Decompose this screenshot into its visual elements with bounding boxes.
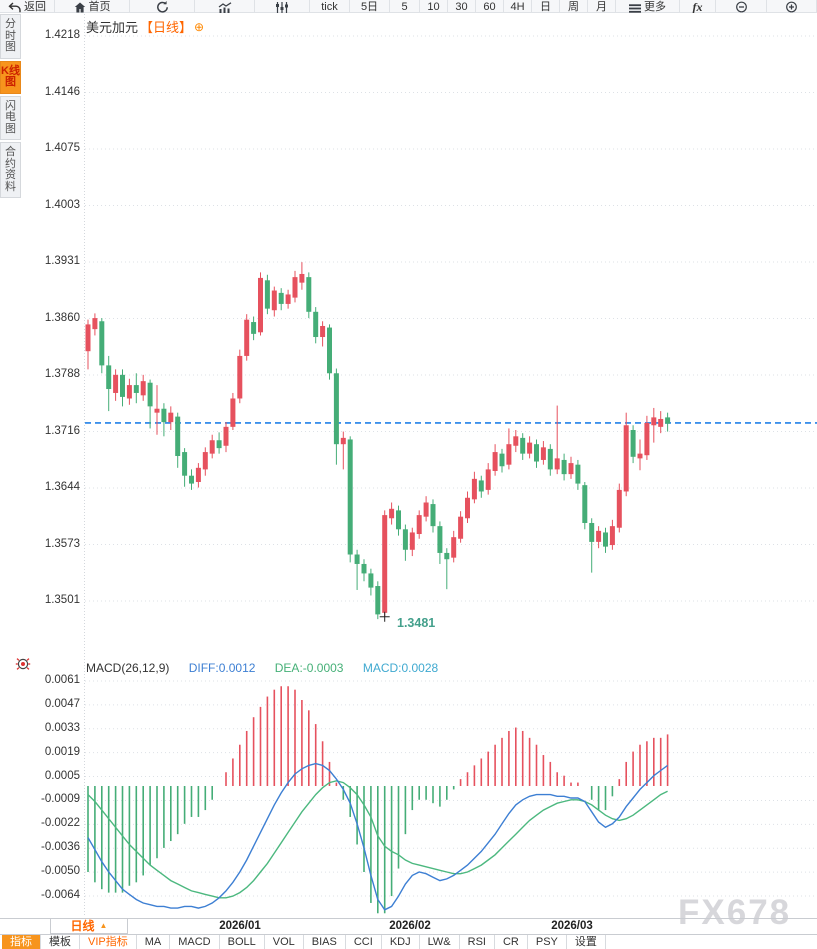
macd-axis-label: 0.0005: [44, 769, 80, 782]
bottom-indicator-tabbar: 指标 模板 VIP指标 MA MACD BOLL VOL BIAS CCI KDJ LW& RSI CR…: [0, 934, 817, 949]
bar-chart-type-button[interactable]: [195, 0, 255, 13]
macd-dea-value: DEA:-0.0003: [274, 661, 344, 675]
price-axis-label: 1.3573: [44, 537, 80, 550]
period-day-button[interactable]: 日: [532, 0, 560, 13]
period-selector[interactable]: 日线 ▲: [50, 918, 128, 934]
tab-kline-chart[interactable]: K线图: [0, 60, 21, 94]
price-axis-label: 1.3860: [44, 311, 80, 324]
bottom-tab-kdj[interactable]: KDJ: [382, 935, 420, 949]
price-axis-label: 1.4146: [44, 85, 80, 98]
x-axis-label: 2026/02: [389, 920, 431, 932]
candle-chart-type-button[interactable]: [255, 0, 310, 13]
bottom-tab-template[interactable]: 模板: [41, 935, 80, 949]
bottom-tab-psy[interactable]: PSY: [528, 935, 567, 949]
bottom-tab-bias[interactable]: BIAS: [304, 935, 346, 949]
price-axis-label: 1.4003: [44, 198, 80, 211]
chart-title: 美元加元 【日线】 ⊕: [86, 17, 204, 36]
period-10-button[interactable]: 10: [420, 0, 448, 13]
bottom-tab-vip-indicator[interactable]: VIP指标: [80, 935, 137, 949]
indicator-fx-button[interactable]: fx: [680, 0, 716, 13]
tab-time-chart[interactable]: 分时图: [0, 14, 21, 59]
top-toolbar: 返回 首页 tick 5日 5 10 30 60 4H 日周月更多 fx: [0, 0, 817, 13]
macd-axis-label: 0.0019: [44, 745, 80, 758]
period-60-button[interactable]: 60: [476, 0, 504, 13]
zoom-out-icon: [735, 1, 748, 13]
macd-axis-label: -0.0036: [40, 841, 80, 854]
price-axis-label: 1.4075: [44, 142, 80, 154]
period-4h-button[interactable]: 4H: [504, 0, 532, 13]
chart-type-sidebar: 分时图 K线图 闪电图 合约资料: [0, 14, 23, 200]
macd-params[interactable]: MACD(26,12,9): [86, 661, 170, 675]
bottom-tab-ma[interactable]: MA: [137, 935, 171, 949]
period-30-button[interactable]: 30: [448, 0, 476, 13]
price-axis-label: 1.3788: [44, 368, 80, 380]
bottom-tab-indicator[interactable]: 指标: [2, 935, 41, 949]
zoom-out-button[interactable]: [716, 0, 767, 13]
bottom-tab-rsi[interactable]: RSI: [460, 935, 495, 949]
home-button[interactable]: 首页: [55, 0, 130, 13]
bottom-tab-vol[interactable]: VOL: [265, 935, 304, 949]
bar-chart-icon: [218, 2, 232, 13]
macd-axis-label: 0.0047: [44, 697, 80, 710]
price-axis-label: 1.3644: [44, 481, 80, 493]
symbol-name: 美元加元: [86, 20, 139, 35]
bottom-tab-macd[interactable]: MACD: [170, 935, 220, 949]
x-axis-strip: [0, 918, 817, 934]
period-week-button[interactable]: 周: [560, 0, 588, 13]
macd-axis-label: -0.0050: [40, 865, 80, 878]
bottom-tab-settings[interactable]: 设置: [567, 935, 606, 949]
period-month-button[interactable]: 月: [588, 0, 616, 13]
x-axis-label: 2026/01: [219, 920, 261, 932]
price-axis-label: 1.4218: [44, 29, 80, 41]
price-axis-label: 1.3931: [44, 255, 80, 267]
x-axis-label: 2026/03: [551, 920, 593, 932]
bottom-tab-boll[interactable]: BOLL: [220, 935, 265, 949]
macd-axis-label: -0.0064: [40, 889, 80, 901]
refresh-icon: [156, 1, 169, 13]
more-button[interactable]: 更多: [616, 0, 680, 13]
period-5d-button[interactable]: 5日: [350, 0, 390, 13]
macd-hist-value: MACD:0.0028: [362, 661, 439, 675]
menu-icon: [629, 4, 641, 13]
back-button[interactable]: 返回: [0, 0, 55, 13]
macd-header: MACD(26,12,9) DIFF:0.0012 DEA:-0.0003 MA…: [86, 661, 454, 675]
bottom-tab-cr[interactable]: CR: [495, 935, 528, 949]
tab-contract-info[interactable]: 合约资料: [0, 142, 21, 198]
low-price-annotation: 1.3481: [397, 616, 436, 630]
macd-axis-label: 0.0061: [44, 674, 80, 686]
period-5-button[interactable]: 5: [390, 0, 420, 13]
macd-axis-label: -0.0009: [40, 793, 80, 806]
add-indicator-icon[interactable]: ⊕: [194, 19, 205, 34]
bottom-tab-cci[interactable]: CCI: [346, 935, 382, 949]
tab-lightning-chart[interactable]: 闪电图: [0, 95, 21, 140]
fx678-watermark: FX678: [678, 893, 792, 932]
indicator-settings-icon[interactable]: [15, 656, 31, 677]
triangle-up-icon: ▲: [99, 921, 108, 930]
sliders-icon: [275, 2, 289, 13]
period-selector-label: 日线: [70, 919, 95, 933]
macd-axis-label: -0.0022: [40, 817, 80, 830]
price-axis-label: 1.3501: [44, 594, 80, 606]
back-arrow-icon: [8, 2, 21, 13]
refresh-button[interactable]: [130, 0, 195, 13]
price-axis-label: 1.3716: [44, 424, 80, 437]
period-tick-button[interactable]: tick: [310, 0, 350, 13]
period-tag: 【日线】: [140, 20, 193, 35]
bottom-tab-lwr[interactable]: LW&: [420, 935, 460, 949]
macd-diff-value: DIFF:0.0012: [188, 661, 256, 675]
macd-axis-label: 0.0033: [44, 721, 80, 734]
zoom-in-icon: [785, 1, 798, 13]
home-icon: [74, 2, 86, 13]
